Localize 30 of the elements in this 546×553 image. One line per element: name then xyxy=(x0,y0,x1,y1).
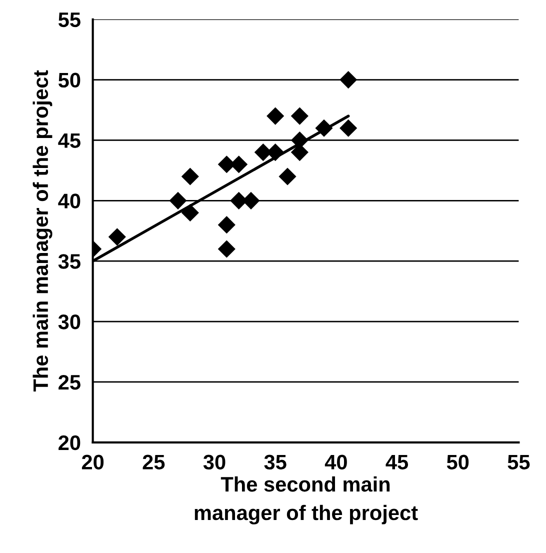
y-tick-label: 45 xyxy=(58,133,80,148)
y-axis-title: The main manager of the project xyxy=(32,70,52,392)
point xyxy=(266,107,284,125)
y-tick-label: 50 xyxy=(58,72,80,88)
y-tick-label: 20 xyxy=(58,435,80,450)
x-tick-label: 20 xyxy=(82,454,104,470)
x-tick-label: 45 xyxy=(386,454,408,470)
point xyxy=(108,228,126,246)
y-tick-label: 25 xyxy=(58,374,80,390)
point xyxy=(315,119,333,137)
point xyxy=(340,119,358,137)
point xyxy=(169,192,187,210)
x-tick-label: 35 xyxy=(264,454,286,470)
point xyxy=(218,240,236,258)
point xyxy=(278,168,296,186)
point xyxy=(218,216,236,234)
y-tick-label: 40 xyxy=(58,194,80,208)
x-tick-label: 40 xyxy=(324,454,347,470)
x-tick-label: 55 xyxy=(508,454,530,470)
point xyxy=(290,107,308,125)
x-tick-label: 25 xyxy=(142,454,165,470)
x-axis-title: The second main manager of the project xyxy=(194,476,418,524)
y-tick-label: 35 xyxy=(58,254,80,269)
x-tick-label: 50 xyxy=(446,454,469,470)
point xyxy=(340,71,358,89)
y-tick-label: 55 xyxy=(58,12,80,28)
x-tick-label: 30 xyxy=(203,454,226,470)
point xyxy=(181,204,199,222)
y-tick-label: 30 xyxy=(58,314,80,330)
point xyxy=(181,168,199,186)
